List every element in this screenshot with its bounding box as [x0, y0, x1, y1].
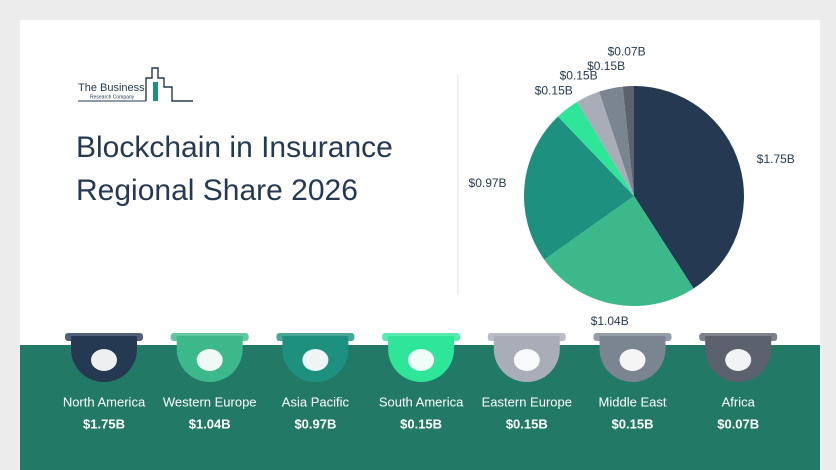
region-card: Western Europe $1.04B	[163, 333, 257, 431]
slice-label: $1.04B	[591, 314, 629, 328]
pie-slice	[577, 91, 634, 196]
region-value: $0.15B	[506, 416, 548, 431]
region-icon	[619, 349, 646, 371]
region-icon	[196, 349, 223, 371]
pie-slice	[524, 116, 634, 260]
slice-label: $0.07B	[608, 44, 646, 58]
region-card: South America $0.15B	[379, 333, 464, 431]
region-card: Africa $0.07B	[699, 333, 778, 431]
region-icon	[513, 349, 540, 371]
pie-slice	[557, 101, 634, 196]
slice-label: $1.75B	[757, 152, 795, 166]
region-name: South America	[379, 394, 464, 409]
pie-slice	[634, 86, 744, 289]
logo-line2: Research Company	[90, 94, 135, 100]
region-value: $1.75B	[83, 416, 125, 431]
slice-label: $0.15B	[587, 59, 625, 73]
region-value: $1.04B	[189, 416, 231, 431]
region-name: Western Europe	[163, 394, 257, 409]
region-icon	[725, 349, 752, 371]
region-card: North America $1.75B	[63, 333, 146, 431]
pie-slice	[544, 196, 694, 306]
region-value: $0.07B	[717, 416, 759, 431]
slice-label: $0.97B	[469, 176, 507, 190]
region-card: Asia Pacific $0.97B	[276, 333, 355, 431]
region-icon	[91, 349, 117, 371]
region-name: Asia Pacific	[282, 394, 350, 409]
region-card: Middle East $0.15B	[593, 333, 672, 431]
logo: The Business Research Company	[78, 67, 193, 102]
region-name: North America	[63, 394, 146, 409]
region-name: Eastern Europe	[482, 394, 572, 409]
region-value: $0.15B	[400, 416, 442, 431]
region-value: $0.97B	[294, 416, 336, 431]
region-value: $0.15B	[612, 416, 654, 431]
region-icon	[302, 349, 329, 371]
region-icon	[408, 349, 435, 371]
region-name: Middle East	[599, 394, 667, 409]
pie-slice	[622, 86, 634, 196]
logo-line1: The Business	[78, 82, 145, 94]
pie-slice	[599, 86, 634, 196]
region-name: Africa	[722, 394, 756, 409]
slice-label: $0.15B	[535, 83, 573, 97]
region-card: Eastern Europe $0.15B	[482, 333, 572, 431]
chart-title: Blockchain in Insurance Regional Share 2…	[76, 131, 393, 207]
slice-label: $0.15B	[560, 68, 598, 82]
